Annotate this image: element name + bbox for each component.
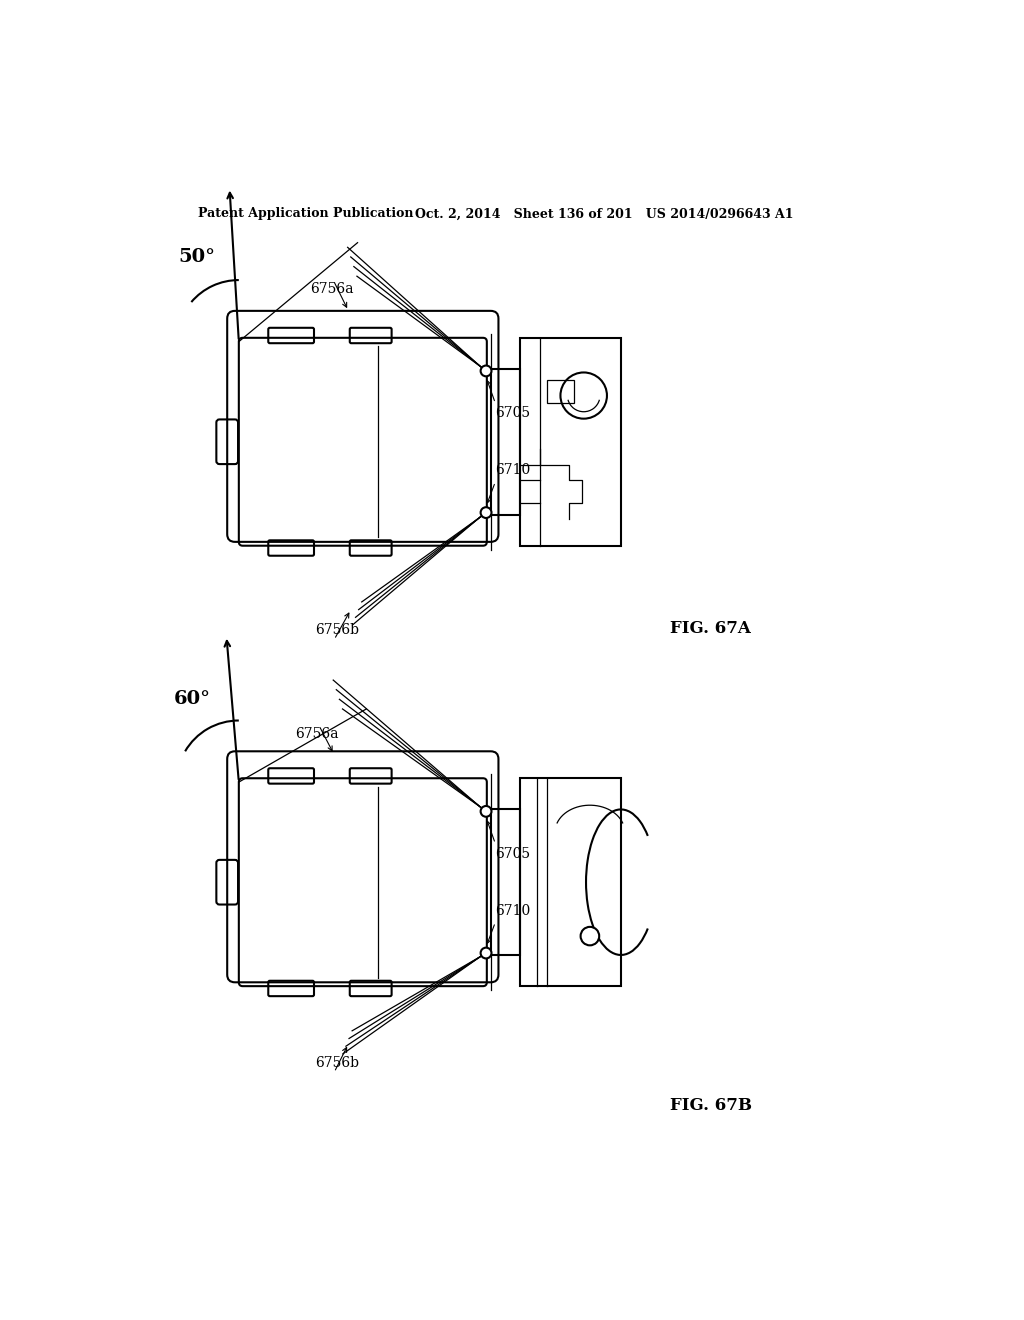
Text: 6756b: 6756b [314,1056,358,1071]
Circle shape [480,948,492,958]
Bar [490,809,520,956]
Text: 60°: 60° [174,690,211,708]
Bar [520,779,621,986]
Text: FIG. 67A: FIG. 67A [671,619,752,636]
Text: 6705: 6705 [496,846,530,861]
Text: 6756b: 6756b [314,623,358,638]
Text: 6710: 6710 [496,463,530,478]
Text: Patent Application Publication: Patent Application Publication [198,207,414,220]
Bar [490,368,520,515]
Text: Oct. 2, 2014   Sheet 136 of 201   US 2014/0296643 A1: Oct. 2, 2014 Sheet 136 of 201 US 2014/02… [415,207,794,220]
Text: 6710: 6710 [496,904,530,917]
Text: 6756a: 6756a [310,282,353,296]
Circle shape [581,927,599,945]
Circle shape [480,507,492,517]
Bar [547,380,574,404]
Text: 6756a: 6756a [296,727,339,742]
Circle shape [480,366,492,376]
Text: FIG. 67B: FIG. 67B [671,1097,753,1114]
Bar [520,338,621,545]
Circle shape [480,807,492,817]
Text: 6705: 6705 [496,407,530,420]
Text: 50°: 50° [178,248,215,265]
